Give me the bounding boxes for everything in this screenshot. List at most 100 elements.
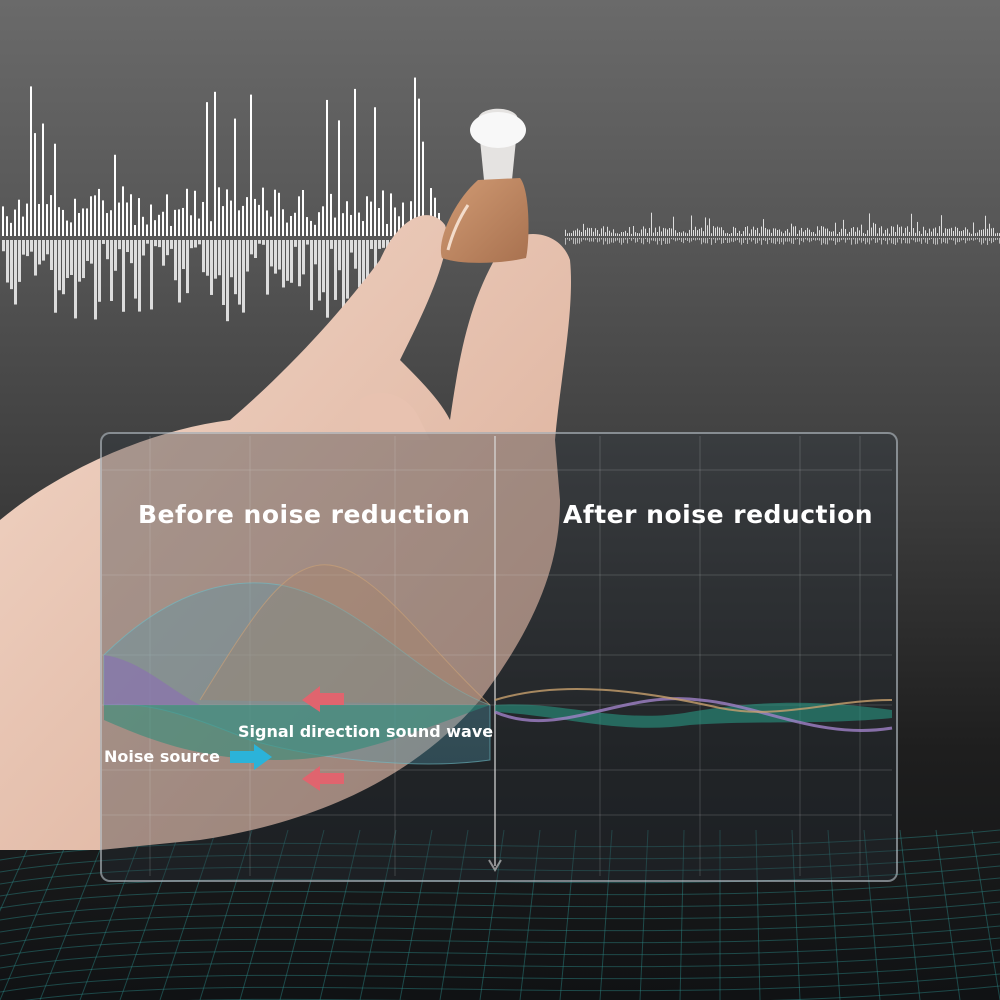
wave-bar <box>158 214 160 236</box>
wave-bar <box>6 240 9 283</box>
wave-bar <box>190 240 193 249</box>
wave-bar <box>657 238 658 245</box>
wave-bar <box>278 192 280 236</box>
wave-bar <box>50 240 53 271</box>
wave-bar <box>98 188 100 236</box>
wave-bar <box>721 227 722 236</box>
wave-bar <box>318 212 320 236</box>
wave-bar <box>386 223 388 236</box>
wave-bar <box>645 238 646 240</box>
wave-bar <box>721 238 722 244</box>
wave-bar <box>631 238 632 241</box>
wave-bar <box>318 240 321 301</box>
wave-bar <box>921 233 922 236</box>
wave-bar <box>234 118 236 236</box>
wave-bar <box>643 238 644 245</box>
wave-bar <box>166 240 169 256</box>
wave-bar <box>741 233 742 236</box>
wave-bar <box>915 232 916 236</box>
wave-bar <box>793 238 794 244</box>
wave-bar <box>146 224 148 236</box>
wave-bar <box>735 227 736 236</box>
wave-bar <box>390 193 392 236</box>
wave-bar <box>799 238 800 245</box>
wave-bar <box>905 238 906 244</box>
wave-bar <box>595 228 596 236</box>
wave-bar <box>298 196 300 236</box>
wave-bar <box>777 238 778 242</box>
wave-bar <box>150 240 153 310</box>
wave-bar <box>863 232 864 236</box>
wave-bar <box>651 212 652 236</box>
wave-bar <box>14 240 17 305</box>
wave-bar <box>633 226 634 236</box>
wave-bar <box>34 240 37 276</box>
wave-bar <box>795 226 796 236</box>
wave-bar <box>773 238 774 244</box>
wave-bar <box>735 238 736 241</box>
wave-bar <box>951 238 952 240</box>
wave-bar <box>675 230 676 236</box>
wave-bar <box>206 102 208 236</box>
wave-bar <box>971 233 972 236</box>
wave-bar <box>110 210 112 236</box>
wave-bar <box>254 198 256 236</box>
wave-bar <box>86 208 88 236</box>
wave-bar <box>731 238 732 242</box>
wave-bar <box>785 238 786 242</box>
wave-bar <box>943 238 944 243</box>
wave-bar <box>222 206 224 236</box>
wave-bar <box>817 226 818 236</box>
wave-bar <box>899 238 900 240</box>
wave-bar <box>194 190 196 236</box>
wave-bar <box>54 143 56 236</box>
wave-bar <box>358 212 360 236</box>
wave-bar <box>967 229 968 236</box>
wave-bar <box>995 233 996 236</box>
wave-bar <box>695 238 696 241</box>
wave-bar <box>294 212 296 236</box>
wave-bar <box>629 238 630 240</box>
wave-bar <box>242 240 245 313</box>
wave-bar <box>653 232 654 236</box>
wave-bar <box>366 240 369 285</box>
wave-bar <box>945 228 946 236</box>
wave-bar <box>174 209 176 236</box>
wave-bar <box>615 233 616 236</box>
wave-bar <box>855 231 856 236</box>
wave-bar <box>617 238 618 241</box>
wave-bar <box>779 238 780 245</box>
wave-bar <box>643 226 644 236</box>
wave-bar <box>693 229 694 236</box>
wave-bar <box>757 227 758 236</box>
wave-bar <box>995 238 996 241</box>
wave-bar <box>833 238 834 241</box>
wave-bar <box>214 240 217 279</box>
wave-bar <box>106 213 108 236</box>
wave-bar <box>715 227 716 236</box>
wave-bar <box>837 233 838 236</box>
wave-bar <box>801 227 802 236</box>
wave-bar <box>306 240 309 245</box>
wave-bar <box>905 227 906 236</box>
wave-bar <box>378 240 381 249</box>
wave-bar <box>619 238 620 243</box>
wave-bar <box>649 238 650 244</box>
wave-bar <box>298 240 301 287</box>
wave-bar <box>729 233 730 236</box>
wave-bar <box>166 194 168 236</box>
wave-bar <box>685 238 686 240</box>
wave-bar <box>915 238 916 243</box>
wave-bar <box>106 240 109 260</box>
wave-bar <box>6 216 8 236</box>
wave-bar <box>937 233 938 236</box>
wave-bar <box>657 232 658 236</box>
wave-bar <box>745 238 746 240</box>
wave-bar <box>98 240 101 302</box>
wave-bar <box>775 238 776 245</box>
wave-bar <box>825 228 826 236</box>
wave-bar <box>627 232 628 236</box>
signal-arrow-top-icon <box>302 686 344 712</box>
wave-bar <box>817 238 818 241</box>
wave-bar <box>358 240 361 288</box>
